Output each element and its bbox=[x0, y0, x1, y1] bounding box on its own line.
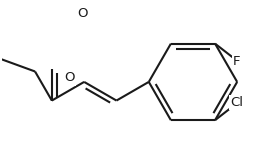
Text: Cl: Cl bbox=[230, 96, 243, 109]
Text: F: F bbox=[233, 55, 240, 68]
Text: O: O bbox=[78, 7, 88, 20]
Text: O: O bbox=[64, 71, 75, 85]
